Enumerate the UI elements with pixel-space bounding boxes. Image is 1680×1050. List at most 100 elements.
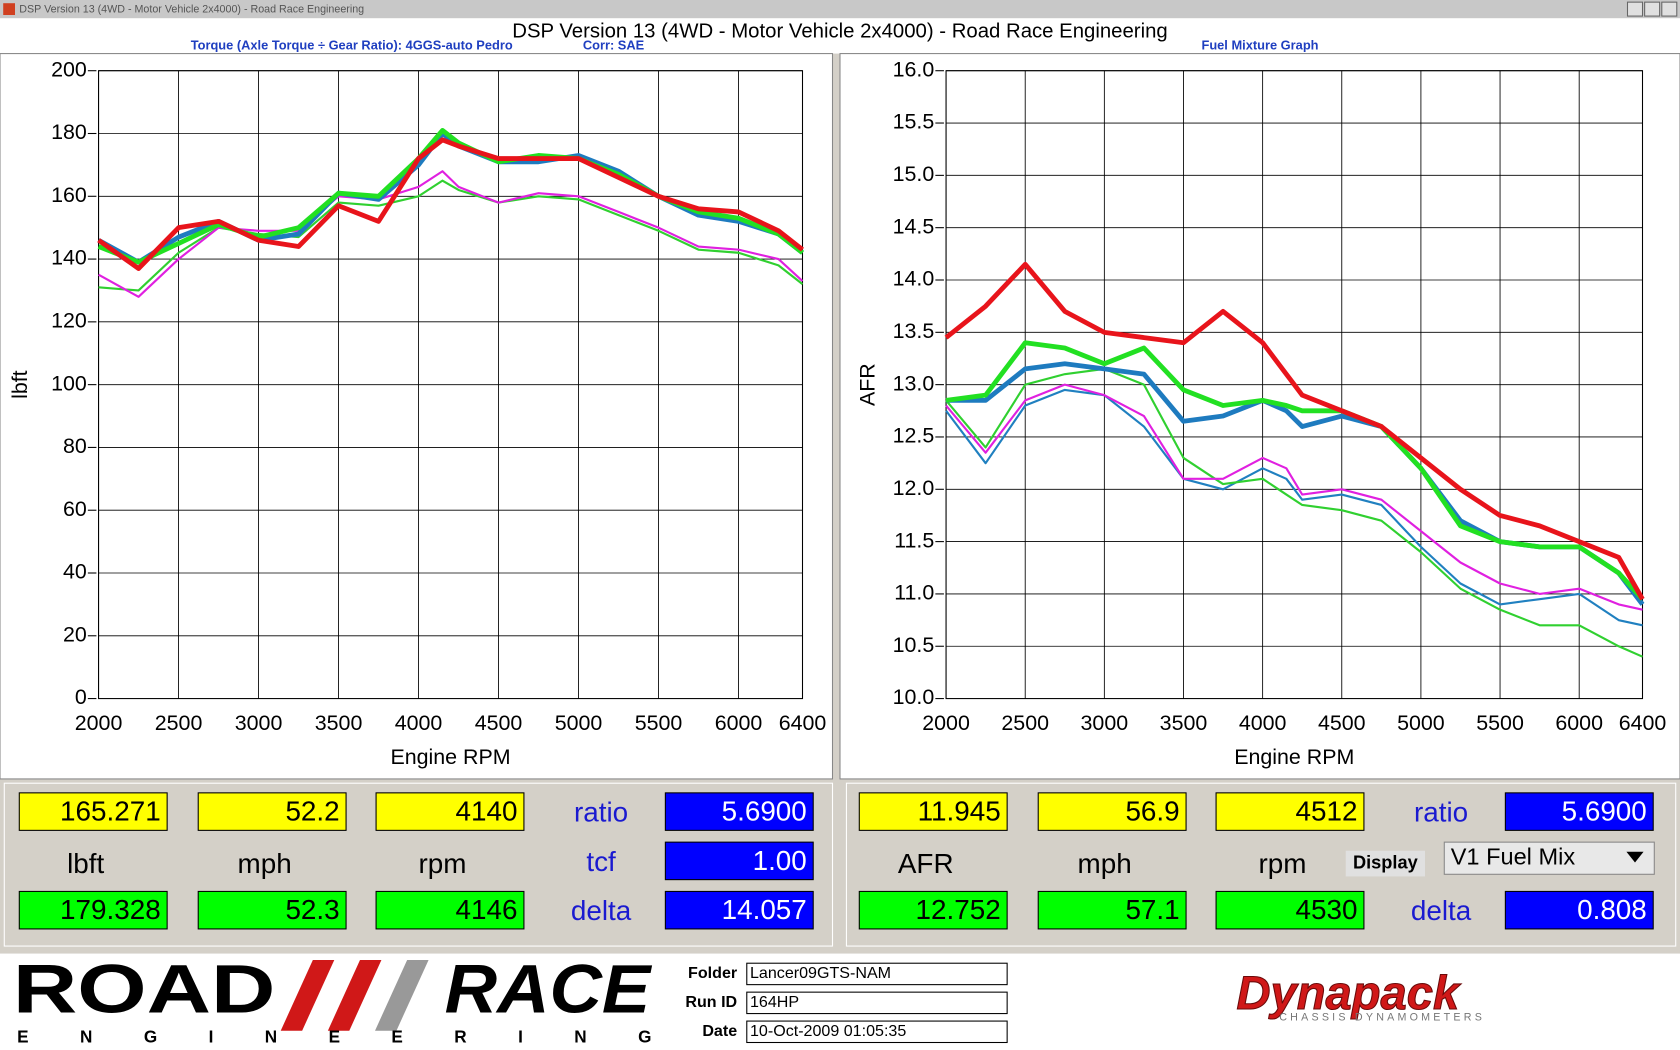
readout-value: 52.2	[285, 796, 339, 827]
header-title: DSP Version 13 (4WD - Motor Vehicle 2x40…	[512, 21, 1167, 43]
readout-value-box	[375, 792, 525, 831]
readout-label: ratio	[1414, 797, 1468, 828]
window-controls	[1626, 1, 1678, 17]
y-tick-label: 60	[63, 497, 87, 521]
y-tick-label: 15.5	[893, 110, 935, 134]
readout-value: 56.9	[1125, 796, 1179, 827]
field-value: 10-Oct-2009 01:05:35	[750, 1022, 906, 1040]
readout-label: delta	[571, 895, 632, 926]
data-line	[945, 340, 1645, 601]
x-tick-label: 4500	[475, 711, 523, 735]
x-tick-label: 6000	[1555, 711, 1603, 735]
readout-value-box	[18, 890, 168, 930]
y-tick-label: 10.0	[893, 685, 935, 709]
x-tick-label: 2000	[922, 711, 970, 735]
readout-value: 4146	[456, 894, 518, 925]
logo-race: RACE	[445, 950, 653, 1027]
y-tick-label: 14.5	[893, 214, 935, 238]
y-tick-label: 0	[75, 685, 87, 709]
chart-title: Torque (Axle Torque ÷ Gear Ratio): 4GGS-…	[191, 37, 513, 52]
x-tick-label: 4000	[1239, 711, 1287, 735]
field-value: Lancer09GTS-NAM	[750, 964, 891, 982]
readout-value: 14.057	[722, 894, 807, 925]
y-tick-label: 160	[51, 183, 87, 207]
readout-value-box	[1037, 890, 1187, 930]
readout-value: 0.808	[1577, 894, 1647, 925]
logo-stripe	[280, 960, 335, 1031]
x-tick-label: 6000	[715, 711, 763, 735]
x-tick-label: 4500	[1318, 711, 1366, 735]
readout-label: delta	[1411, 895, 1472, 926]
y-tick-label: 13.5	[893, 319, 935, 343]
x-tick-label: 2500	[1001, 711, 1049, 735]
y-tick-label: 10.5	[893, 633, 935, 657]
x-tick-label: 6400	[779, 711, 827, 735]
chart-title: Fuel Mixture Graph	[1201, 37, 1318, 52]
data-line	[945, 383, 1643, 611]
y-axis-label: lbft	[8, 370, 32, 399]
x-tick-label: 3500	[315, 711, 363, 735]
readout-value-box	[664, 890, 814, 930]
minimize-button[interactable]	[1626, 1, 1644, 17]
y-tick-label: 80	[63, 434, 87, 458]
data-line	[944, 261, 1645, 601]
field-value: 164HP	[750, 993, 799, 1011]
y-tick-label: 140	[51, 246, 87, 270]
readout-unit: mph	[1078, 848, 1132, 879]
field-label: Run ID	[685, 993, 737, 1011]
select-arrow[interactable]	[1626, 851, 1644, 863]
field-label: Date	[702, 1022, 737, 1040]
y-tick-label: 120	[51, 309, 87, 333]
data-line	[97, 137, 804, 271]
readout-value-box	[1504, 890, 1654, 930]
x-tick-label: 6400	[1619, 711, 1667, 735]
y-tick-label: 11.0	[894, 581, 934, 605]
plot-frame	[98, 70, 804, 700]
readout-unit: mph	[238, 848, 292, 879]
logo-stripe	[327, 960, 382, 1031]
readout-value-box	[664, 792, 814, 831]
x-tick-label: 2000	[75, 711, 123, 735]
readout-value: 1.00	[753, 845, 807, 876]
readout-value-box	[1037, 792, 1187, 831]
y-tick-label: 12.0	[893, 476, 935, 500]
y-tick-label: 200	[51, 57, 87, 81]
readout-unit: AFR	[898, 848, 954, 879]
x-tick-label: 2500	[155, 711, 203, 735]
readout-value: 5.6900	[1562, 796, 1647, 827]
y-tick-label: 20	[63, 622, 87, 646]
select-box[interactable]	[1443, 841, 1655, 875]
readout-unit: rpm	[1259, 848, 1307, 879]
display-button-bg[interactable]	[1345, 850, 1425, 877]
readout-value: 57.1	[1125, 894, 1179, 925]
readout-unit: rpm	[419, 848, 467, 879]
x-tick-label: 5000	[1397, 711, 1445, 735]
field-box	[746, 1020, 1008, 1044]
y-axis-label: AFR	[856, 363, 880, 406]
readout-value-box	[375, 890, 525, 930]
y-tick-label: 180	[51, 120, 87, 144]
x-tick-label: 5000	[555, 711, 603, 735]
left-panel	[0, 53, 834, 780]
window-title: DSP Version 13 (4WD - Motor Vehicle 2x40…	[19, 3, 364, 15]
readout-value-box	[1215, 890, 1365, 930]
readout-unit: lbft	[67, 848, 104, 879]
readout-value: 165.271	[60, 796, 161, 827]
maximize-button[interactable]	[1644, 1, 1661, 17]
y-tick-label: 12.5	[893, 424, 935, 448]
readout-value-box	[197, 792, 347, 831]
x-tick-label: 5500	[635, 711, 683, 735]
readout-value: 12.752	[916, 894, 1001, 925]
x-tick-label: 5500	[1476, 711, 1524, 735]
readout-value-box	[1215, 792, 1365, 831]
x-axis-label: Engine RPM	[1234, 745, 1354, 769]
display-button[interactable]: Display	[1353, 852, 1419, 872]
close-button[interactable]	[1661, 1, 1678, 17]
readout-value: 4512	[1296, 796, 1358, 827]
correction: Corr: SAE	[583, 37, 645, 52]
select-value[interactable]: V1 Fuel Mix	[1451, 843, 1576, 869]
y-tick-label: 11.5	[894, 528, 934, 552]
readout-value: 4530	[1296, 894, 1358, 925]
plot-frame	[945, 70, 1644, 700]
